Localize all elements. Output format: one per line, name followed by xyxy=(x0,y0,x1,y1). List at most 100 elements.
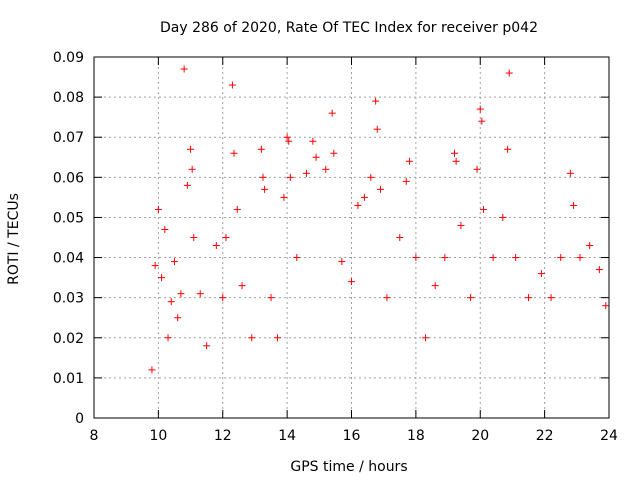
data-point xyxy=(431,282,439,290)
data-point xyxy=(188,165,196,173)
y-tick-label: 0.06 xyxy=(53,170,84,186)
data-point xyxy=(283,133,291,141)
data-point xyxy=(525,294,533,302)
data-point xyxy=(309,137,317,145)
data-point xyxy=(267,294,275,302)
data-point xyxy=(183,181,191,189)
data-point xyxy=(348,278,355,286)
y-tick-label: 0.01 xyxy=(53,371,84,387)
data-point xyxy=(312,153,320,161)
data-point xyxy=(164,334,172,342)
data-point xyxy=(196,290,204,298)
data-point xyxy=(180,65,188,73)
data-point xyxy=(328,109,336,117)
y-tick-label: 0.02 xyxy=(53,331,84,347)
x-tick-label: 22 xyxy=(536,428,554,444)
data-point xyxy=(499,213,507,221)
data-point xyxy=(467,294,475,302)
y-tick-label: 0.05 xyxy=(53,210,84,226)
y-tick-label: 0.03 xyxy=(53,291,84,307)
data-point xyxy=(473,165,481,173)
data-point xyxy=(233,205,241,213)
data-point xyxy=(476,105,484,113)
data-point xyxy=(174,314,182,322)
data-point xyxy=(212,242,220,250)
data-point xyxy=(441,254,449,262)
data-point xyxy=(452,157,460,165)
data-point xyxy=(478,117,486,125)
grid-lines xyxy=(94,57,609,418)
data-point xyxy=(489,254,497,262)
data-point xyxy=(360,193,368,201)
data-point xyxy=(570,201,578,209)
y-axis-label: ROTI / TECUs xyxy=(6,193,22,285)
x-tick-label: 12 xyxy=(214,428,232,444)
data-point xyxy=(354,201,362,209)
data-point xyxy=(537,270,545,278)
data-point xyxy=(286,173,294,181)
data-point xyxy=(512,254,520,262)
data-point xyxy=(547,294,555,302)
data-point xyxy=(228,81,236,89)
data-point xyxy=(457,221,465,229)
x-tick-label: 14 xyxy=(278,428,296,444)
x-axis-label: GPS time / hours xyxy=(290,459,407,475)
x-tick-label: 18 xyxy=(407,428,425,444)
data-point xyxy=(273,334,281,342)
data-point xyxy=(412,254,420,262)
y-tick-label: 0.09 xyxy=(53,50,84,66)
data-point xyxy=(557,254,565,262)
data-point xyxy=(161,225,169,233)
x-tick-labels: 8 10 12 14 16 18 20 22 24 xyxy=(90,428,618,444)
data-point xyxy=(154,205,162,213)
data-point xyxy=(376,185,384,193)
data-point xyxy=(248,334,256,342)
x-tick-label: 20 xyxy=(471,428,489,444)
data-point xyxy=(396,234,404,241)
data-point xyxy=(367,173,375,181)
data-point xyxy=(383,294,391,302)
data-point xyxy=(505,69,513,77)
data-point xyxy=(576,254,584,262)
x-tick-label: 24 xyxy=(600,428,618,444)
x-tick-label: 16 xyxy=(343,428,361,444)
data-point xyxy=(330,149,338,157)
data-point xyxy=(451,149,458,157)
data-point xyxy=(203,342,211,350)
data-point xyxy=(280,193,288,201)
y-tick-label: 0.04 xyxy=(53,251,84,267)
data-point xyxy=(373,125,381,133)
data-point xyxy=(504,145,512,153)
data-point xyxy=(151,262,159,270)
data-point xyxy=(595,266,603,274)
data-point xyxy=(177,290,185,298)
data-point xyxy=(422,334,430,342)
y-tick-label: 0.08 xyxy=(53,90,84,106)
x-tick-label: 10 xyxy=(149,428,167,444)
data-point xyxy=(170,258,178,266)
axis-ticks xyxy=(93,56,610,419)
y-tick-labels: 0 0.01 0.02 0.03 0.04 0.05 0.06 0.07 0.08 0.09 xyxy=(53,50,84,427)
data-point xyxy=(219,294,227,302)
data-point xyxy=(257,145,265,153)
data-points xyxy=(148,65,610,374)
data-point xyxy=(322,165,330,173)
data-point xyxy=(405,157,413,165)
x-tick-label: 8 xyxy=(90,428,99,444)
data-point xyxy=(602,302,610,310)
data-point xyxy=(293,254,301,262)
data-point xyxy=(372,97,380,105)
y-tick-label: 0 xyxy=(75,411,84,427)
data-point xyxy=(222,234,230,241)
data-point xyxy=(285,137,293,145)
y-tick-label: 0.07 xyxy=(53,130,84,146)
data-point xyxy=(566,169,574,177)
data-point xyxy=(158,274,166,282)
data-point xyxy=(148,366,156,374)
data-point xyxy=(230,149,238,157)
data-point xyxy=(190,234,198,241)
data-point xyxy=(479,205,487,213)
data-point xyxy=(238,282,246,290)
data-point xyxy=(586,242,594,250)
